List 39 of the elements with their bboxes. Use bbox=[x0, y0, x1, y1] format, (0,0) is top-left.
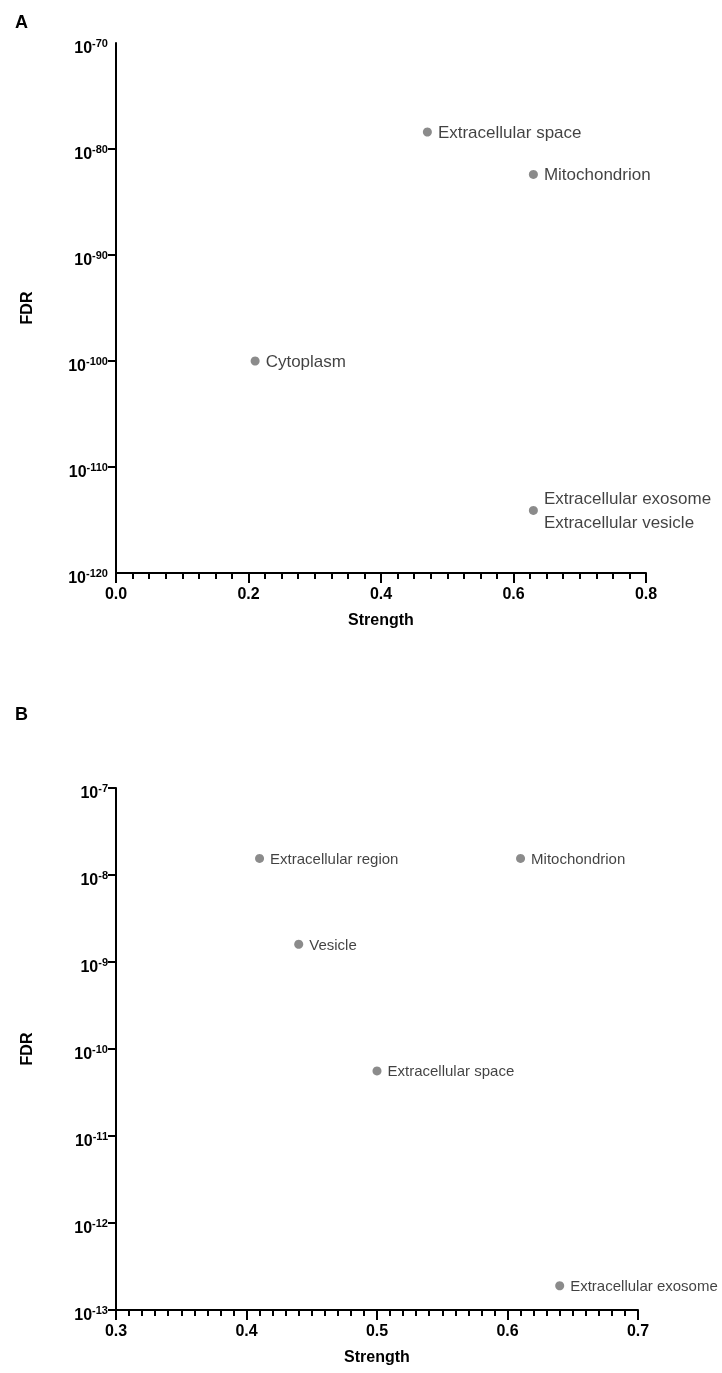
y-tick-label: 10$^{-12}$ bbox=[74, 1216, 108, 1239]
annotation: Extracellular region bbox=[270, 849, 399, 867]
y-tick-label: 10$^{-7}$ bbox=[80, 781, 108, 804]
y-tick-label: 10$^{-10}$ bbox=[74, 1042, 108, 1065]
chart-title: B bbox=[15, 704, 28, 724]
x-tick-label: 0.0 bbox=[104, 584, 128, 602]
y-tick-label: 10$^{-110}$ bbox=[68, 460, 108, 483]
y-tick-label: 10$^{-8}$ bbox=[80, 868, 108, 891]
y-tick-label: 10$^{-120}$ bbox=[68, 567, 108, 587]
x-tick-label: 0.5 bbox=[365, 1321, 389, 1339]
x-axis-title: Strength bbox=[344, 1347, 410, 1365]
x-tick-label: 0.8 bbox=[634, 584, 658, 602]
x-tick-label: 0.4 bbox=[369, 584, 393, 602]
annotation: Extracellular exosome bbox=[543, 488, 712, 508]
annotation: Extracellular vesicle bbox=[543, 512, 695, 532]
annotation: Extracellular exosome bbox=[570, 1277, 718, 1295]
y-axis-title: FDR bbox=[17, 1032, 35, 1066]
y-tick-label: 10$^{-90}$ bbox=[74, 248, 108, 271]
x-tick-label: 0.4 bbox=[235, 1321, 258, 1339]
y-tick-label: 10$^{-9}$ bbox=[80, 955, 108, 978]
annotation: Vesicle bbox=[309, 935, 357, 953]
annotation: Extracellular space bbox=[437, 122, 582, 142]
annotation: Mitochondrion bbox=[531, 849, 626, 867]
y-tick-label: 10$^{-70}$ bbox=[74, 36, 108, 59]
chart-title: A bbox=[15, 12, 28, 32]
x-tick-label: 0.3 bbox=[104, 1321, 128, 1339]
x-tick-label: 0.6 bbox=[502, 584, 525, 602]
annotation: Cytoplasm bbox=[265, 351, 346, 371]
x-axis-title: Strength bbox=[348, 610, 414, 628]
y-tick-label: 10$^{-100}$ bbox=[68, 354, 108, 377]
y-tick-label: 10$^{-13}$ bbox=[74, 1304, 108, 1324]
x-tick-label: 0.2 bbox=[237, 584, 260, 602]
x-tick-label: 0.6 bbox=[496, 1321, 519, 1339]
annotation: Extracellular space bbox=[387, 1062, 515, 1080]
y-tick-label: 10$^{-80}$ bbox=[74, 142, 108, 165]
annotation: Mitochondrion bbox=[543, 164, 651, 184]
y-axis-title: FDR bbox=[17, 291, 35, 325]
y-tick-label: 10$^{-11}$ bbox=[74, 1129, 108, 1152]
x-tick-label: 0.7 bbox=[626, 1321, 650, 1339]
